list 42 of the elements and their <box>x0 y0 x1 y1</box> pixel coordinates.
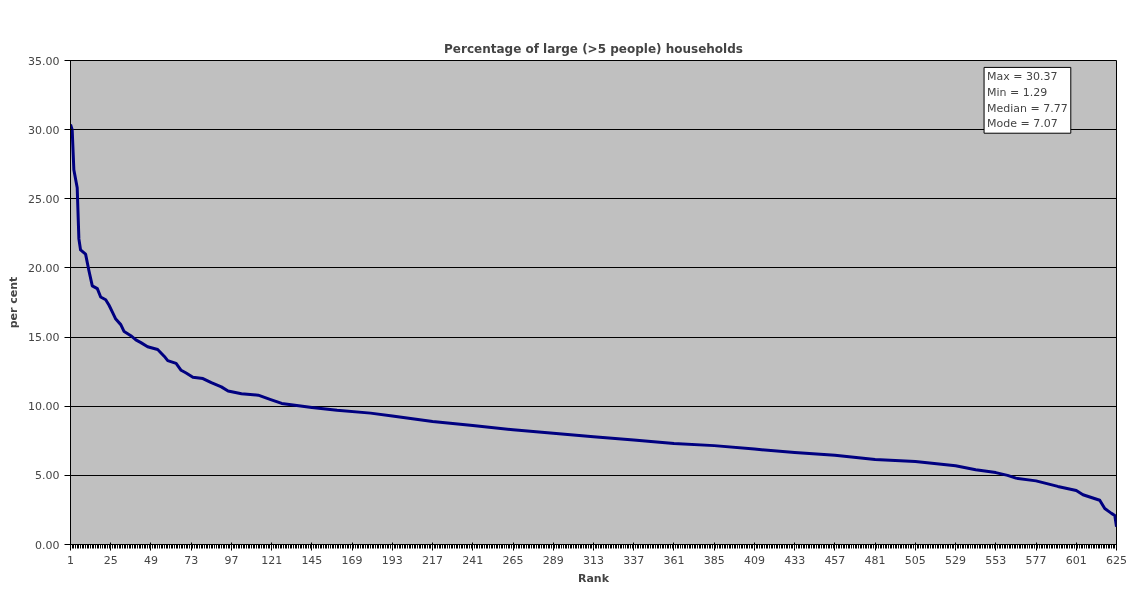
x-tick-label: 385 <box>703 553 725 567</box>
y-tick-label: 20.00 <box>28 261 60 275</box>
annotation: Max = 30.37 <box>987 70 1058 84</box>
x-tick-label: 241 <box>462 553 484 567</box>
x-tick-label: 601 <box>1065 553 1087 567</box>
x-tick-label: 481 <box>864 553 886 567</box>
x-tick-label: 433 <box>784 553 806 567</box>
x-axis-title: Rank <box>577 571 610 585</box>
y-tick-label: 30.00 <box>28 123 60 137</box>
x-tick-label: 505 <box>904 553 926 567</box>
x-tick-label: 25 <box>103 553 118 567</box>
x-tick-label: 217 <box>422 553 444 567</box>
x-tick-label: 289 <box>542 553 564 567</box>
x-tick-label: 529 <box>945 553 967 567</box>
x-tick-label: 313 <box>583 553 604 567</box>
x-tick-label: 1 <box>67 553 74 567</box>
y-tick-label: 35.00 <box>28 54 60 68</box>
x-tick-label: 49 <box>143 553 158 567</box>
annotation: Median = 7.77 <box>987 101 1068 115</box>
x-tick-label: 361 <box>663 553 685 567</box>
y-tick-label: 10.00 <box>28 400 60 414</box>
y-axis-title: per cent <box>7 276 21 329</box>
x-tick-label: 409 <box>743 553 765 567</box>
x-tick-label: 145 <box>301 553 323 567</box>
y-tick-label: 25.00 <box>28 192 60 206</box>
annotation: Mode = 7.07 <box>987 117 1058 131</box>
chart-title: Percentage of large (>5 people) households <box>444 41 743 56</box>
y-tick-label: 5.00 <box>35 469 60 483</box>
x-tick-label: 97 <box>224 553 239 567</box>
x-tick-label: 265 <box>502 553 524 567</box>
x-tick-label: 577 <box>1025 553 1047 567</box>
x-tick-label: 121 <box>261 553 283 567</box>
x-tick-label: 169 <box>341 553 363 567</box>
annotation: Min = 1.29 <box>987 86 1048 100</box>
x-tick-label: 73 <box>184 553 199 567</box>
x-tick-label: 625 <box>1106 553 1127 567</box>
x-tick-label: 193 <box>381 553 403 567</box>
y-tick-label: 0.00 <box>35 538 60 552</box>
x-tick-label: 337 <box>623 553 645 567</box>
x-tick-label: 553 <box>985 553 1007 567</box>
y-tick-label: 15.00 <box>28 331 60 345</box>
x-tick-label: 457 <box>824 553 846 567</box>
